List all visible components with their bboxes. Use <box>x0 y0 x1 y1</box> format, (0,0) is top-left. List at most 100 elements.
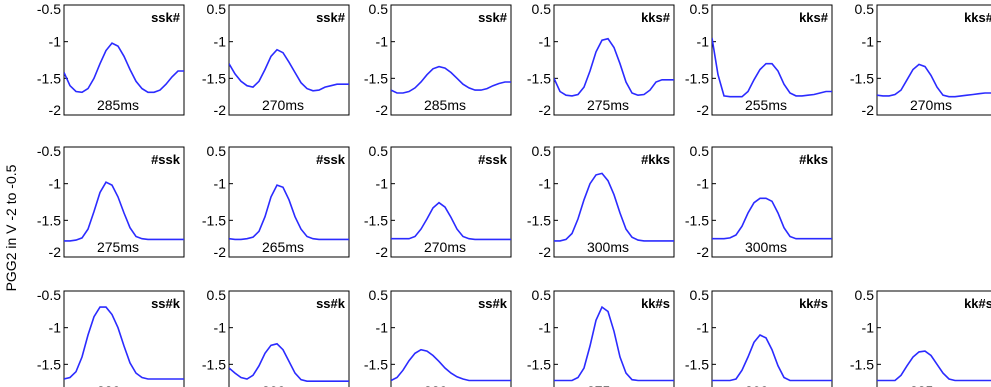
panel: 0.5 -1 -1.5 -2 #ssk 270ms <box>364 143 512 260</box>
y-tick-label: -1 <box>376 34 389 50</box>
series-line <box>712 37 832 98</box>
duration-label: 285ms <box>97 97 139 113</box>
series-line <box>64 306 184 380</box>
y-tick-label: -2 <box>214 244 227 260</box>
condition-label: kks# <box>799 10 829 25</box>
y-tick-label: -1 <box>49 320 62 336</box>
condition-label: ssk# <box>151 10 181 25</box>
axes-frame <box>390 4 512 116</box>
condition-label: kk#s <box>799 296 828 311</box>
series-line <box>554 172 674 242</box>
y-tick-label: -1.5 <box>202 356 226 372</box>
y-tick-label: -1 <box>697 176 710 192</box>
y-tick-label: -1.5 <box>364 356 388 372</box>
y-tick-label: -2 <box>862 102 875 118</box>
y-tick-label: -1.5 <box>685 356 709 372</box>
duration-label: 300ms <box>587 239 629 255</box>
y-tick-label: -2 <box>49 244 62 260</box>
series-line <box>391 201 511 241</box>
condition-label: #ssk <box>316 152 346 167</box>
y-tick-label: -1 <box>49 176 62 192</box>
series-line <box>229 48 349 92</box>
y-tick-label: -2 <box>539 244 552 260</box>
y-tick-label: -2 <box>697 102 710 118</box>
y-tick-label: 0.5 <box>207 143 227 159</box>
panel: 0.5 -1 -1.5 -2 kks# 270ms <box>850 1 991 118</box>
y-tick-label: -1 <box>539 320 552 336</box>
duration-label: 270ms <box>424 239 466 255</box>
condition-label: ssk# <box>478 10 508 25</box>
duration-label: 270ms <box>262 97 304 113</box>
y-tick-label: -2 <box>214 102 227 118</box>
condition-label: ssk# <box>316 10 346 25</box>
y-tick-label: -1 <box>214 176 227 192</box>
axes-frame <box>876 290 991 387</box>
series-line <box>877 63 991 98</box>
duration-label: 320ms <box>424 383 466 387</box>
y-tick-label: 0.5 <box>690 143 710 159</box>
y-tick-label: -1.5 <box>364 70 388 86</box>
panel: -0.5-1-1.5-2ss#k330ms <box>37 287 185 387</box>
panel: 0.5-1-1.5-2kk#s290ms <box>685 287 833 387</box>
y-tick-label: -1.5 <box>527 70 551 86</box>
condition-label: #ssk <box>151 152 181 167</box>
axes-frame <box>876 4 991 116</box>
y-tick-label: 0.5 <box>532 1 552 17</box>
panel: 0.5 -1 -1.5 -2 #kks 300ms <box>685 143 833 260</box>
series-line <box>391 348 511 382</box>
series-line <box>391 65 511 94</box>
y-tick-label: -1 <box>539 176 552 192</box>
condition-label: kk#s <box>641 296 670 311</box>
duration-label: 330ms <box>97 383 139 387</box>
y-tick-label: 0.5 <box>690 1 710 17</box>
condition-label: #kks <box>641 152 670 167</box>
series-line <box>554 37 674 97</box>
y-tick-label: -1.5 <box>685 70 709 86</box>
duration-label: 275ms <box>587 97 629 113</box>
axes-frame <box>228 290 350 387</box>
y-tick-label: -1.5 <box>850 70 874 86</box>
y-tick-label: -1 <box>376 320 389 336</box>
y-tick-label: -1 <box>49 34 62 50</box>
y-tick-label: 0.5 <box>207 287 227 303</box>
series-line <box>229 184 349 241</box>
y-tick-label: 0.5 <box>207 1 227 17</box>
y-tick-label: -2 <box>539 102 552 118</box>
duration-label: 285ms <box>424 97 466 113</box>
panel: 0.5 -1 -1.5 -2 ssk# 270ms <box>202 1 350 118</box>
duration-label: 270ms <box>910 97 952 113</box>
y-tick-label: -1.5 <box>364 212 388 228</box>
series-line <box>712 197 832 240</box>
y-tick-label: -2 <box>376 102 389 118</box>
y-tick-label: -1 <box>697 34 710 50</box>
panel-grid: -0.5 -1 -1.5 -2 ssk# 285ms 0.5 -1 -1.5 -2 ssk# 270m… <box>37 1 991 387</box>
y-tick-label: -1 <box>376 176 389 192</box>
series-line <box>229 342 349 382</box>
condition-label: kk#s <box>964 296 991 311</box>
condition-label: #kks <box>799 152 828 167</box>
y-tick-label: -1.5 <box>527 356 551 372</box>
axes-frame <box>63 4 185 116</box>
panel: 0.5 -1 -1.5 -2 ssk# 285ms <box>364 1 512 118</box>
duration-label: 265ms <box>262 239 304 255</box>
axes-frame <box>228 4 350 116</box>
duration-label: 300ms <box>262 383 304 387</box>
panel: 0.5-1-1.5-2kk#s285ms <box>850 287 991 387</box>
y-tick-label: -0.5 <box>37 287 61 303</box>
duration-label: 275ms <box>97 239 139 255</box>
y-tick-label: 0.5 <box>532 143 552 159</box>
series-line <box>554 305 674 382</box>
y-tick-label: 0.5 <box>369 1 389 17</box>
y-tick-label: -1.5 <box>527 212 551 228</box>
duration-label: 275ms <box>587 383 629 387</box>
y-tick-label: -1.5 <box>850 356 874 372</box>
y-tick-label: 0.5 <box>855 287 875 303</box>
series-line <box>712 334 832 382</box>
condition-label: ss#k <box>151 296 181 311</box>
panel: 0.5-1-1.5-2kk#s275ms <box>527 287 675 387</box>
axes-frame <box>553 146 675 258</box>
axes-frame <box>711 290 833 387</box>
y-tick-label: -1.5 <box>685 212 709 228</box>
y-tick-label: -1.5 <box>202 70 226 86</box>
